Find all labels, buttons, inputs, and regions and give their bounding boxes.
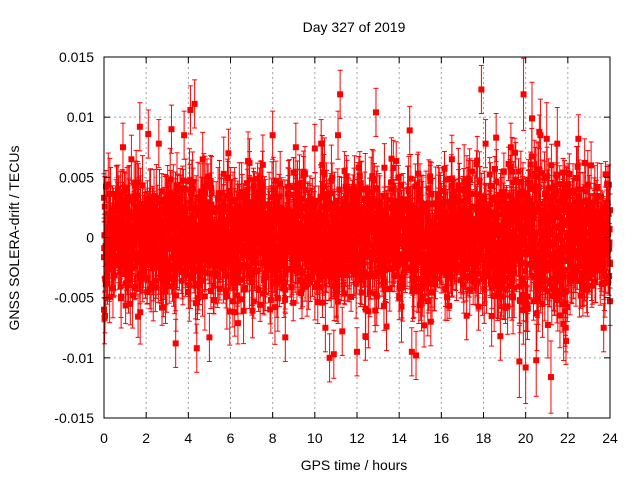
data-marker: [250, 308, 256, 314]
data-marker: [235, 320, 241, 326]
data-marker: [173, 292, 179, 298]
data-marker: [260, 162, 266, 168]
data-marker: [118, 294, 124, 300]
data-marker: [137, 309, 143, 315]
data-marker: [257, 302, 263, 308]
data-marker: [211, 297, 217, 303]
data-marker: [224, 293, 230, 299]
data-marker: [202, 293, 208, 299]
data-marker: [140, 182, 146, 188]
data-marker: [208, 179, 214, 185]
data-marker: [242, 285, 248, 291]
